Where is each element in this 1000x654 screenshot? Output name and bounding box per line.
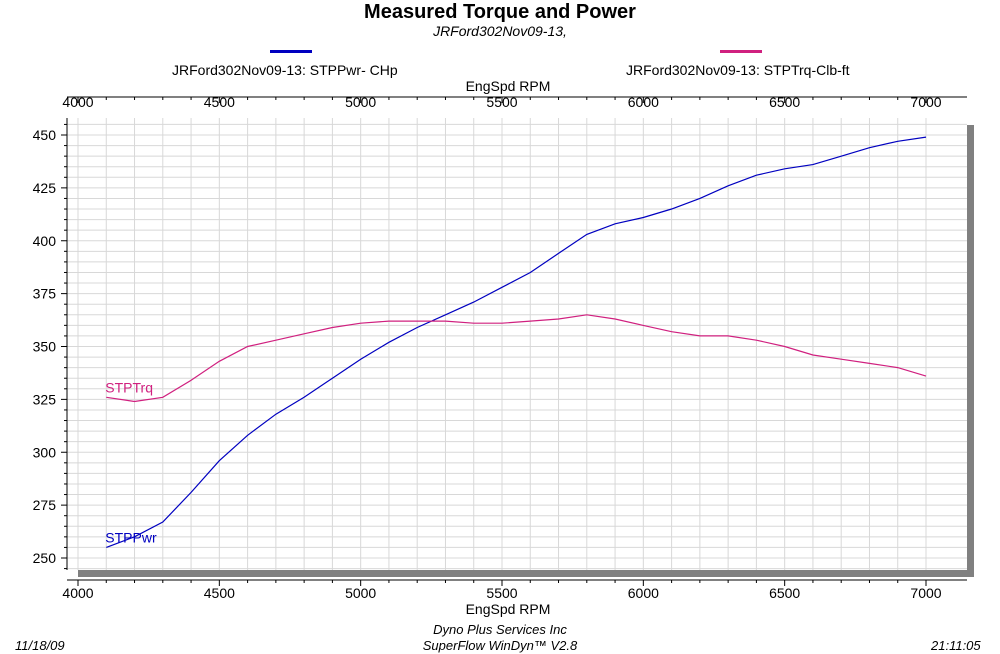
- y-tick-label: 275: [33, 497, 57, 513]
- tick-labels: 4000 4000 4500 4500 5000 5000 5500 5500 6000 6000…: [33, 94, 942, 601]
- x-tick-label-bottom: 6000: [628, 585, 659, 601]
- series-group: [106, 136, 927, 548]
- footer-software: SuperFlow WinDyn™ V2.8: [422, 638, 578, 653]
- x-tick-label-top: 5500: [486, 94, 517, 110]
- y-tick-label: 250: [33, 550, 57, 566]
- x-tick-label-bottom: 4500: [204, 585, 235, 601]
- legend-label-power: JRFord302Nov09-13: STPPwr- CHp: [172, 62, 398, 78]
- chart-subtitle: JRFord302Nov09-13,: [433, 23, 567, 39]
- y-tick-label: 300: [33, 444, 57, 460]
- plot-shadow-bottom: [78, 570, 974, 577]
- footer-company: Dyno Plus Services Inc: [433, 622, 567, 637]
- x-tick-label-bottom: 7000: [910, 585, 941, 601]
- x-tick-label-top: 6500: [769, 94, 800, 110]
- footer-date: 11/18/09: [15, 638, 65, 653]
- x-tick-label-top: 5000: [345, 94, 376, 110]
- chart-title: Measured Torque and Power: [364, 1, 636, 23]
- x-tick-label-bottom: 5500: [486, 585, 517, 601]
- legend-swatch-torque: [720, 50, 762, 53]
- plot-shadow-right: [967, 125, 974, 575]
- x-axis-title-bottom: EngSpd RPM: [465, 601, 551, 617]
- series-line-stptrq: [106, 314, 927, 403]
- footer-time: 21:11:05: [931, 638, 981, 653]
- series-line-stppwr: [106, 136, 927, 548]
- x-tick-label-top: 4500: [204, 94, 235, 110]
- x-tick-label-bottom: 5000: [345, 585, 376, 601]
- y-tick-label: 450: [33, 127, 57, 143]
- y-tick-label: 400: [33, 233, 57, 249]
- x-tick-label-bottom: 6500: [769, 585, 800, 601]
- y-tick-label: 425: [33, 180, 57, 196]
- y-tick-label: 325: [33, 391, 57, 407]
- series-label-stppwr: STPPwr: [105, 529, 157, 545]
- series-labels: STPPwr STPTrq: [105, 379, 157, 545]
- grid: [67, 118, 967, 570]
- y-tick-label: 350: [33, 339, 57, 355]
- x-tick-label-bottom: 4000: [62, 585, 93, 601]
- plot-area: [67, 118, 967, 570]
- y-tick-label: 375: [33, 286, 57, 302]
- axes: [61, 96, 967, 586]
- x-tick-label-top: 7000: [910, 94, 941, 110]
- x-tick-label-top: 6000: [628, 94, 659, 110]
- legend-swatch-power: [270, 50, 312, 53]
- series-label-stptrq: STPTrq: [105, 379, 153, 395]
- x-axis-title-top: EngSpd RPM: [465, 78, 551, 94]
- legend-label-torque: JRFord302Nov09-13: STPTrq-Clb-ft: [626, 62, 850, 78]
- x-tick-label-top: 4000: [62, 94, 93, 110]
